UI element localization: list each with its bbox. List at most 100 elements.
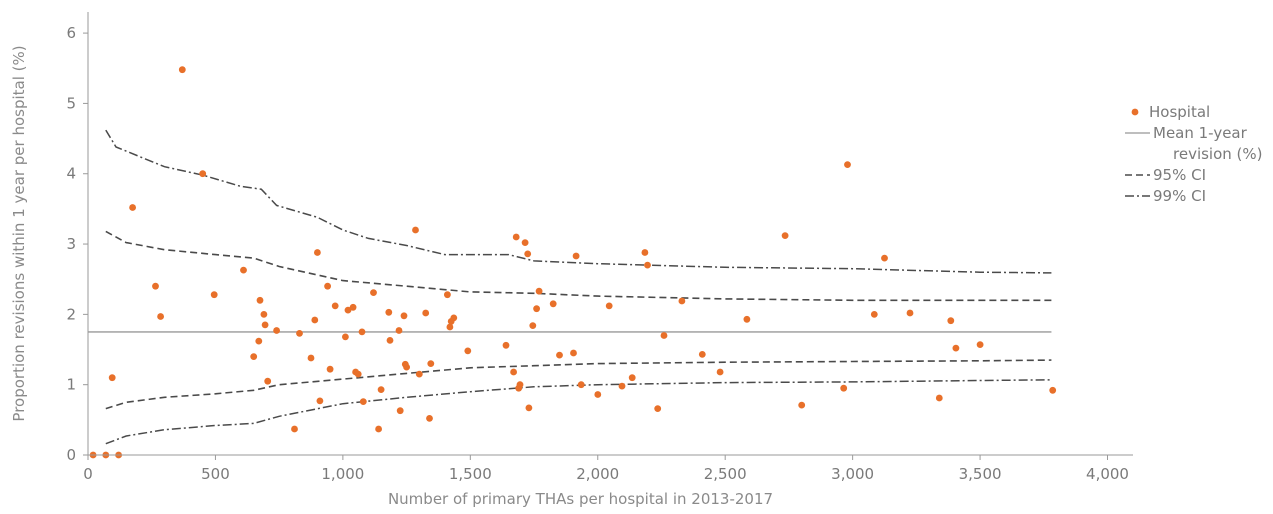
hospital-point <box>947 317 955 325</box>
x-tick-label: 500 <box>201 465 230 483</box>
x-tick-label: 1,000 <box>321 465 364 483</box>
hospital-point <box>510 368 517 376</box>
hospital-point <box>743 315 751 323</box>
legend-swatch-hospital <box>1131 108 1139 116</box>
y-tick-label: 2 <box>66 305 76 323</box>
hospital-point <box>976 341 984 348</box>
ci99-lower-line <box>105 379 1052 445</box>
hospital-point <box>326 365 334 373</box>
legend-label-mean-line2: revision (%) <box>1173 145 1263 163</box>
hospital-point <box>210 291 218 299</box>
hospital-point <box>570 349 577 357</box>
hospital-point <box>349 303 357 311</box>
y-axis-title: Proportion revisions within 1 year per h… <box>10 45 28 421</box>
hospital-point <box>533 305 540 313</box>
hospital-point <box>359 398 367 405</box>
legend-label-mean: Mean 1-year <box>1153 124 1248 142</box>
x-axis-title: Number of primary THAs per hospital in 2… <box>388 490 773 508</box>
hospital-point <box>316 397 324 405</box>
hospital-point <box>422 309 430 317</box>
hospital-points <box>89 66 1057 459</box>
hospital-point <box>108 374 116 382</box>
hospital-point <box>881 254 888 262</box>
ci99-upper-line <box>105 129 1052 274</box>
hospital-point <box>716 368 724 376</box>
hospital-point <box>385 308 393 316</box>
hospital-point <box>512 233 520 241</box>
hospital-point <box>698 351 706 358</box>
hospital-point <box>412 226 419 234</box>
hospital-point <box>291 425 298 433</box>
hospital-point <box>952 344 960 352</box>
hospital-point <box>535 287 543 295</box>
legend-label-points: Hospital <box>1149 103 1210 121</box>
hospital-point <box>250 353 258 360</box>
x-tick-label: 0 <box>83 465 93 483</box>
hospital-point <box>152 282 159 290</box>
hospital-point <box>594 391 602 398</box>
hospital-point <box>375 425 382 433</box>
hospital-point <box>344 306 352 314</box>
hospital-point <box>618 382 626 390</box>
hospital-point <box>870 311 878 318</box>
hospital-point <box>426 415 433 422</box>
hospital-point <box>1049 386 1057 394</box>
hospital-point <box>199 170 207 178</box>
hospital-point <box>678 297 686 305</box>
hospital-point <box>781 232 789 240</box>
axes: 0 500 1,000 1,500 2,000 2,500 3,000 3,500 4,000 0… <box>10 12 1133 508</box>
hospital-point <box>521 239 529 247</box>
legend: Hospital Mean 1-year revision (%) 95% CI 99%… <box>1125 103 1263 205</box>
hospital-point <box>264 377 272 385</box>
x-tick-label: 3,500 <box>959 465 1002 483</box>
hospital-point <box>644 261 651 269</box>
hospital-point <box>370 289 377 296</box>
hospital-point <box>386 337 394 344</box>
hospital-point <box>314 249 321 256</box>
hospital-point <box>628 374 636 382</box>
hospital-point <box>525 404 533 412</box>
hospital-point <box>255 337 263 345</box>
hospital-point <box>396 407 404 415</box>
y-tick-label: 3 <box>66 235 76 253</box>
x-tick-label: 4,000 <box>1086 465 1129 483</box>
hospital-point <box>377 386 385 393</box>
hospital-point <box>178 66 186 74</box>
hospital-point <box>307 354 315 362</box>
hospital-point <box>403 363 410 371</box>
hospital-point <box>556 351 563 359</box>
hospital-point <box>549 300 557 308</box>
hospital-point <box>311 316 319 324</box>
hospital-point <box>844 161 851 169</box>
hospital-point <box>296 330 303 337</box>
y-tick-label: 1 <box>66 376 76 394</box>
x-tick-label: 1,500 <box>449 465 492 483</box>
y-tick-label: 5 <box>66 94 76 112</box>
hospital-point <box>654 405 662 412</box>
ci95-lower-line <box>105 359 1052 410</box>
hospital-point <box>400 312 408 320</box>
hospital-point <box>342 333 349 341</box>
hospital-point <box>444 291 451 299</box>
hospital-point <box>605 302 613 310</box>
hospital-point <box>354 370 362 378</box>
y-tick-label: 6 <box>66 24 76 42</box>
hospital-point <box>256 296 264 304</box>
hospital-point <box>798 401 806 409</box>
hospital-point <box>427 360 435 367</box>
y-tick-label: 0 <box>66 446 76 464</box>
hospital-point <box>273 327 280 334</box>
hospital-point <box>324 282 331 290</box>
hospital-point <box>572 252 580 260</box>
hospital-point <box>935 394 943 402</box>
hospital-point <box>840 384 848 392</box>
ci95-upper-line <box>105 230 1052 302</box>
hospital-point <box>529 322 537 329</box>
hospital-point <box>516 381 524 389</box>
hospital-point <box>641 249 649 256</box>
hospital-point <box>331 302 339 310</box>
hospital-point <box>464 347 472 355</box>
hospital-point <box>395 327 403 334</box>
